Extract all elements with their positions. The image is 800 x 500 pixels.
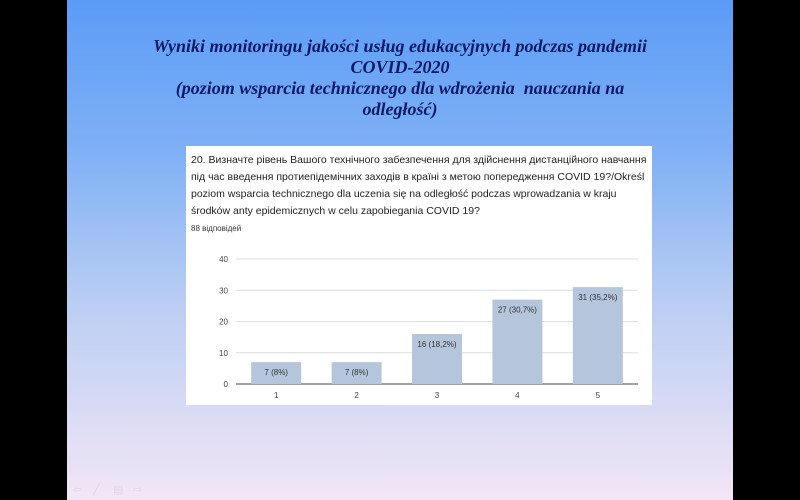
data-label: 7 (8%) xyxy=(345,368,369,377)
y-tick-label: 30 xyxy=(219,286,228,295)
x-tick-label: 4 xyxy=(515,391,520,400)
title-line: COVID-2020 xyxy=(350,57,450,77)
data-label: 31 (35,2%) xyxy=(578,293,617,302)
slide-title: Wyniki monitoringu jakości usług edukacy… xyxy=(67,36,733,120)
arrow-left-icon[interactable]: ⇦ xyxy=(73,483,83,496)
title-line: (poziom wsparcia technicznego dla wdroże… xyxy=(175,78,625,98)
menu-icon[interactable]: ▤ xyxy=(113,483,124,496)
y-tick-label: 0 xyxy=(224,380,229,389)
arrow-right-icon[interactable]: ⇨ xyxy=(133,483,143,496)
y-tick-label: 40 xyxy=(219,255,228,264)
pen-icon[interactable]: ╱ xyxy=(93,483,100,496)
x-tick-label: 1 xyxy=(274,391,279,400)
data-label: 27 (30,7%) xyxy=(498,306,537,315)
slide: Wyniki monitoringu jakości usług edukacy… xyxy=(67,0,733,500)
bar xyxy=(492,299,543,384)
title-line: Wyniki monitoringu jakości usług edukacy… xyxy=(152,36,648,56)
bar xyxy=(331,362,382,384)
bar xyxy=(572,287,623,384)
bar xyxy=(251,362,302,384)
bar xyxy=(412,334,462,384)
data-label: 16 (18,2%) xyxy=(417,340,456,349)
x-tick-label: 5 xyxy=(596,391,601,400)
response-count: 88 відповідей xyxy=(191,224,242,233)
y-tick-label: 20 xyxy=(219,318,228,327)
y-tick-label: 10 xyxy=(219,349,228,358)
data-label: 7 (8%) xyxy=(264,368,288,377)
x-tick-label: 2 xyxy=(354,391,359,400)
title-line: odległość) xyxy=(362,99,438,119)
x-tick-label: 3 xyxy=(435,391,440,400)
question-text: 20. Визначте рівень Вашого технічного за… xyxy=(191,154,647,217)
chart-card: 20. Визначте рівень Вашого технічного за… xyxy=(186,146,652,405)
bar-chart: 0 10 20 30 40 7 (8%) 1 7 (8%) 2 16 (18,2%) 3 27 (30… xyxy=(219,255,638,400)
